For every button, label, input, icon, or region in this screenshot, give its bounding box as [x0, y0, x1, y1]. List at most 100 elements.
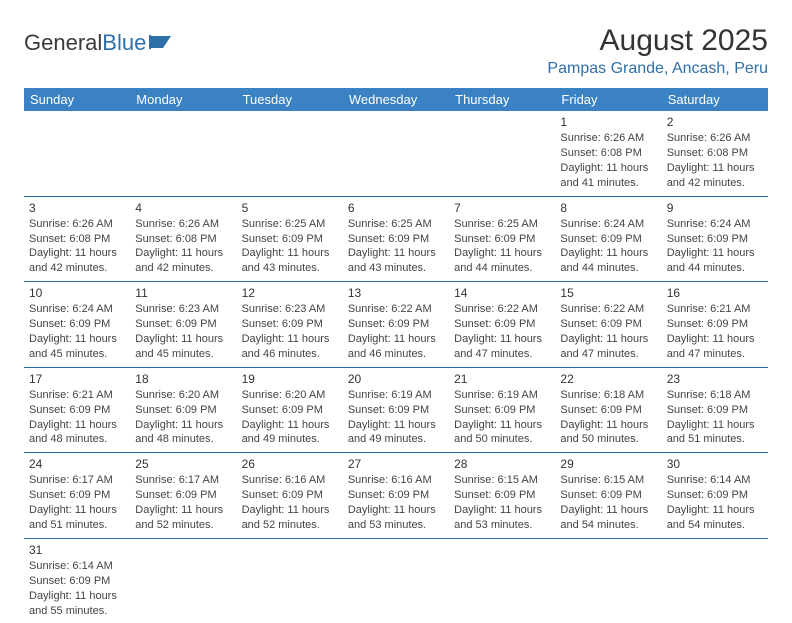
location: Pampas Grande, Ancash, Peru: [547, 60, 768, 78]
day-detail: Daylight: 11 hours: [242, 503, 338, 518]
week-row: 17Sunrise: 6:21 AMSunset: 6:09 PMDayligh…: [24, 367, 768, 453]
day-cell: 6Sunrise: 6:25 AMSunset: 6:09 PMDaylight…: [343, 196, 449, 282]
day-number: 25: [135, 456, 231, 472]
day-detail: Sunrise: 6:25 AM: [454, 217, 550, 232]
day-detail: Sunset: 6:09 PM: [560, 403, 656, 418]
day-detail: Sunset: 6:09 PM: [454, 317, 550, 332]
day-detail: Sunset: 6:09 PM: [135, 403, 231, 418]
day-header: Tuesday: [237, 88, 343, 111]
day-detail: Sunset: 6:09 PM: [135, 488, 231, 503]
day-detail: and 55 minutes.: [29, 604, 125, 619]
day-detail: Sunrise: 6:19 AM: [454, 388, 550, 403]
day-detail: Sunset: 6:08 PM: [29, 232, 125, 247]
day-detail: Sunrise: 6:24 AM: [560, 217, 656, 232]
day-detail: Sunrise: 6:22 AM: [560, 302, 656, 317]
day-detail: Daylight: 11 hours: [560, 503, 656, 518]
day-number: 7: [454, 200, 550, 216]
day-detail: Daylight: 11 hours: [29, 589, 125, 604]
day-detail: Sunset: 6:09 PM: [454, 488, 550, 503]
day-detail: Sunset: 6:09 PM: [454, 232, 550, 247]
day-cell: 7Sunrise: 6:25 AMSunset: 6:09 PMDaylight…: [449, 196, 555, 282]
day-detail: Sunrise: 6:23 AM: [135, 302, 231, 317]
day-cell: 24Sunrise: 6:17 AMSunset: 6:09 PMDayligh…: [24, 453, 130, 539]
day-detail: Sunset: 6:08 PM: [560, 146, 656, 161]
header: GeneralBlue August 2025 Pampas Grande, A…: [24, 24, 768, 78]
day-detail: and 53 minutes.: [454, 518, 550, 533]
day-detail: Sunset: 6:09 PM: [667, 403, 763, 418]
day-detail: Daylight: 11 hours: [560, 161, 656, 176]
day-number: 29: [560, 456, 656, 472]
day-header: Sunday: [24, 88, 130, 111]
day-detail: Daylight: 11 hours: [454, 503, 550, 518]
day-detail: and 42 minutes.: [29, 261, 125, 276]
flag-icon: [149, 30, 175, 56]
day-cell: 19Sunrise: 6:20 AMSunset: 6:09 PMDayligh…: [237, 367, 343, 453]
day-detail: and 54 minutes.: [667, 518, 763, 533]
day-detail: Sunrise: 6:20 AM: [242, 388, 338, 403]
day-cell: 10Sunrise: 6:24 AMSunset: 6:09 PMDayligh…: [24, 282, 130, 368]
day-cell: 3Sunrise: 6:26 AMSunset: 6:08 PMDaylight…: [24, 196, 130, 282]
day-header: Saturday: [662, 88, 768, 111]
day-cell: [449, 111, 555, 196]
week-row: 1Sunrise: 6:26 AMSunset: 6:08 PMDaylight…: [24, 111, 768, 196]
day-cell: 8Sunrise: 6:24 AMSunset: 6:09 PMDaylight…: [555, 196, 661, 282]
day-number: 30: [667, 456, 763, 472]
day-cell: [343, 538, 449, 623]
day-cell: [130, 111, 236, 196]
day-detail: Sunrise: 6:24 AM: [29, 302, 125, 317]
day-detail: and 52 minutes.: [135, 518, 231, 533]
day-detail: Daylight: 11 hours: [667, 246, 763, 261]
day-detail: and 42 minutes.: [135, 261, 231, 276]
day-detail: Sunrise: 6:17 AM: [29, 473, 125, 488]
day-detail: Daylight: 11 hours: [560, 418, 656, 433]
day-number: 23: [667, 371, 763, 387]
day-number: 28: [454, 456, 550, 472]
day-detail: Sunset: 6:09 PM: [29, 317, 125, 332]
day-detail: Sunset: 6:09 PM: [560, 232, 656, 247]
day-cell: 1Sunrise: 6:26 AMSunset: 6:08 PMDaylight…: [555, 111, 661, 196]
day-number: 9: [667, 200, 763, 216]
day-cell: 5Sunrise: 6:25 AMSunset: 6:09 PMDaylight…: [237, 196, 343, 282]
day-detail: Sunset: 6:08 PM: [667, 146, 763, 161]
day-detail: Sunrise: 6:21 AM: [29, 388, 125, 403]
day-cell: 2Sunrise: 6:26 AMSunset: 6:08 PMDaylight…: [662, 111, 768, 196]
day-detail: Sunset: 6:09 PM: [29, 488, 125, 503]
day-cell: 31Sunrise: 6:14 AMSunset: 6:09 PMDayligh…: [24, 538, 130, 623]
day-detail: Daylight: 11 hours: [348, 418, 444, 433]
day-detail: Sunset: 6:09 PM: [29, 403, 125, 418]
day-number: 10: [29, 285, 125, 301]
day-number: 20: [348, 371, 444, 387]
day-detail: Daylight: 11 hours: [135, 503, 231, 518]
day-detail: Daylight: 11 hours: [348, 332, 444, 347]
day-detail: Sunset: 6:09 PM: [348, 232, 444, 247]
day-number: 11: [135, 285, 231, 301]
day-detail: Sunset: 6:09 PM: [667, 488, 763, 503]
day-detail: Sunset: 6:09 PM: [667, 317, 763, 332]
day-detail: Sunrise: 6:16 AM: [348, 473, 444, 488]
day-detail: Daylight: 11 hours: [560, 332, 656, 347]
day-cell: 26Sunrise: 6:16 AMSunset: 6:09 PMDayligh…: [237, 453, 343, 539]
day-detail: and 41 minutes.: [560, 176, 656, 191]
day-detail: Daylight: 11 hours: [454, 332, 550, 347]
day-detail: Sunset: 6:09 PM: [454, 403, 550, 418]
day-detail: Daylight: 11 hours: [667, 161, 763, 176]
day-detail: Sunrise: 6:22 AM: [454, 302, 550, 317]
month-title: August 2025: [547, 24, 768, 58]
day-cell: [237, 538, 343, 623]
day-detail: Daylight: 11 hours: [348, 503, 444, 518]
day-detail: and 47 minutes.: [454, 347, 550, 362]
day-cell: [130, 538, 236, 623]
calendar-table: SundayMondayTuesdayWednesdayThursdayFrid…: [24, 88, 768, 623]
day-detail: Sunrise: 6:26 AM: [560, 131, 656, 146]
day-cell: [237, 111, 343, 196]
day-number: 4: [135, 200, 231, 216]
day-cell: [343, 111, 449, 196]
day-detail: and 44 minutes.: [454, 261, 550, 276]
day-number: 27: [348, 456, 444, 472]
day-detail: Daylight: 11 hours: [242, 418, 338, 433]
day-header: Thursday: [449, 88, 555, 111]
day-detail: Daylight: 11 hours: [29, 332, 125, 347]
day-detail: and 42 minutes.: [667, 176, 763, 191]
day-cell: 22Sunrise: 6:18 AMSunset: 6:09 PMDayligh…: [555, 367, 661, 453]
day-detail: Sunrise: 6:15 AM: [454, 473, 550, 488]
